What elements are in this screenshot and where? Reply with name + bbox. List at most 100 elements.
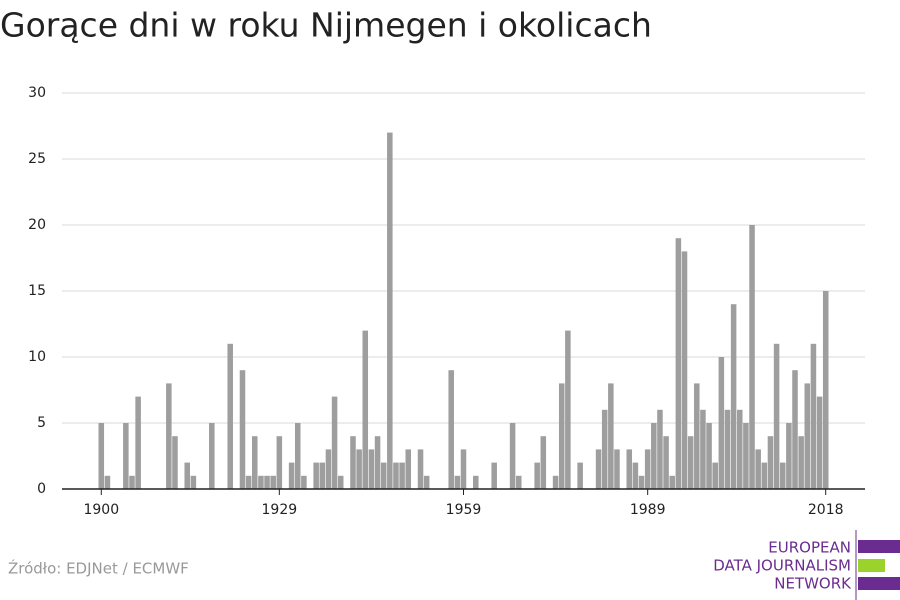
- bar: [104, 475, 111, 489]
- bar: [743, 423, 749, 489]
- bar: [454, 475, 461, 489]
- chart-title: Gorące dni w roku Nijmegen i okolicach: [0, 6, 652, 45]
- bar: [730, 304, 737, 489]
- bar: [638, 475, 645, 489]
- bar: [810, 343, 817, 489]
- bar: [301, 475, 307, 489]
- bar: [491, 462, 497, 489]
- bar: [614, 449, 620, 489]
- bar: [509, 423, 516, 489]
- bar: [558, 383, 565, 489]
- bar: [399, 462, 405, 489]
- bar: [227, 343, 233, 489]
- bar: [632, 462, 639, 489]
- bar: [98, 423, 105, 489]
- bar: [515, 475, 522, 489]
- y-tick-label: 5: [37, 415, 46, 431]
- bar: [552, 475, 559, 489]
- y-tick-label: 15: [28, 283, 46, 299]
- bar: [258, 475, 264, 489]
- bar: [687, 436, 694, 489]
- bar: [209, 423, 215, 489]
- bar: [239, 370, 246, 489]
- bar: [786, 423, 792, 489]
- bar: [460, 449, 467, 489]
- bar: [362, 330, 369, 489]
- bar: [694, 383, 700, 489]
- x-tick-label: 1900: [83, 502, 119, 518]
- bar: [565, 330, 571, 489]
- bar: [540, 436, 547, 489]
- bar: [755, 449, 761, 489]
- x-tick-label: 1989: [630, 502, 666, 518]
- bar: [767, 436, 774, 489]
- bar: [779, 462, 786, 489]
- bar: [804, 383, 811, 489]
- bar: [706, 423, 712, 489]
- y-tick-label: 30: [28, 85, 46, 101]
- bar: [473, 475, 479, 489]
- bar: [601, 409, 608, 489]
- bar: [417, 449, 424, 489]
- bar: [135, 396, 141, 489]
- bar: [368, 449, 375, 489]
- logo-bar: [858, 577, 900, 590]
- bar: [651, 423, 657, 489]
- bar: [657, 409, 663, 489]
- bar: [325, 449, 332, 489]
- bar: [288, 462, 295, 489]
- logo-text: DATA JOURNALISM: [713, 557, 851, 575]
- y-tick-label: 25: [28, 151, 46, 167]
- bar: [773, 343, 780, 489]
- y-tick-label: 10: [28, 349, 46, 365]
- x-tick-label: 1929: [262, 502, 298, 518]
- bar: [700, 409, 706, 489]
- bar: [724, 409, 731, 489]
- bar: [663, 436, 669, 489]
- bar: [534, 462, 540, 489]
- bar: [184, 462, 191, 489]
- bar: [749, 225, 755, 489]
- bar: [270, 475, 276, 489]
- bar: [405, 449, 412, 489]
- bar: [350, 436, 356, 489]
- bar: [313, 462, 319, 489]
- bar: [448, 370, 454, 489]
- bar: [761, 462, 768, 489]
- bar: [319, 462, 326, 489]
- bar: [669, 475, 675, 489]
- bar: [276, 436, 283, 489]
- bar: [626, 449, 633, 489]
- bar: [252, 436, 258, 489]
- bar: [681, 251, 688, 489]
- logo-bar: [858, 559, 885, 572]
- bar: [712, 462, 718, 489]
- x-tick-label: 2018: [808, 502, 844, 518]
- bar: [264, 475, 270, 489]
- bar: [822, 291, 829, 489]
- y-tick-label: 20: [28, 217, 46, 233]
- bar: [172, 436, 178, 489]
- bar: [356, 449, 362, 489]
- bar: [387, 132, 393, 489]
- bar: [331, 396, 338, 489]
- bar: [718, 357, 725, 489]
- bar: [675, 238, 682, 489]
- bar: [816, 396, 823, 489]
- bar: [374, 436, 381, 489]
- bar: [380, 462, 387, 489]
- logo-bar: [858, 540, 900, 553]
- bar: [245, 475, 252, 489]
- logo-text: NETWORK: [774, 575, 852, 593]
- source: Źródło: EDJNet / ECMWF: [8, 559, 189, 578]
- bar: [337, 475, 344, 489]
- bar: [423, 475, 430, 489]
- bar: [166, 383, 172, 489]
- bar: [393, 462, 399, 489]
- bar: [595, 449, 602, 489]
- bar: [294, 423, 301, 489]
- bar: [129, 475, 135, 489]
- bar: [644, 449, 651, 489]
